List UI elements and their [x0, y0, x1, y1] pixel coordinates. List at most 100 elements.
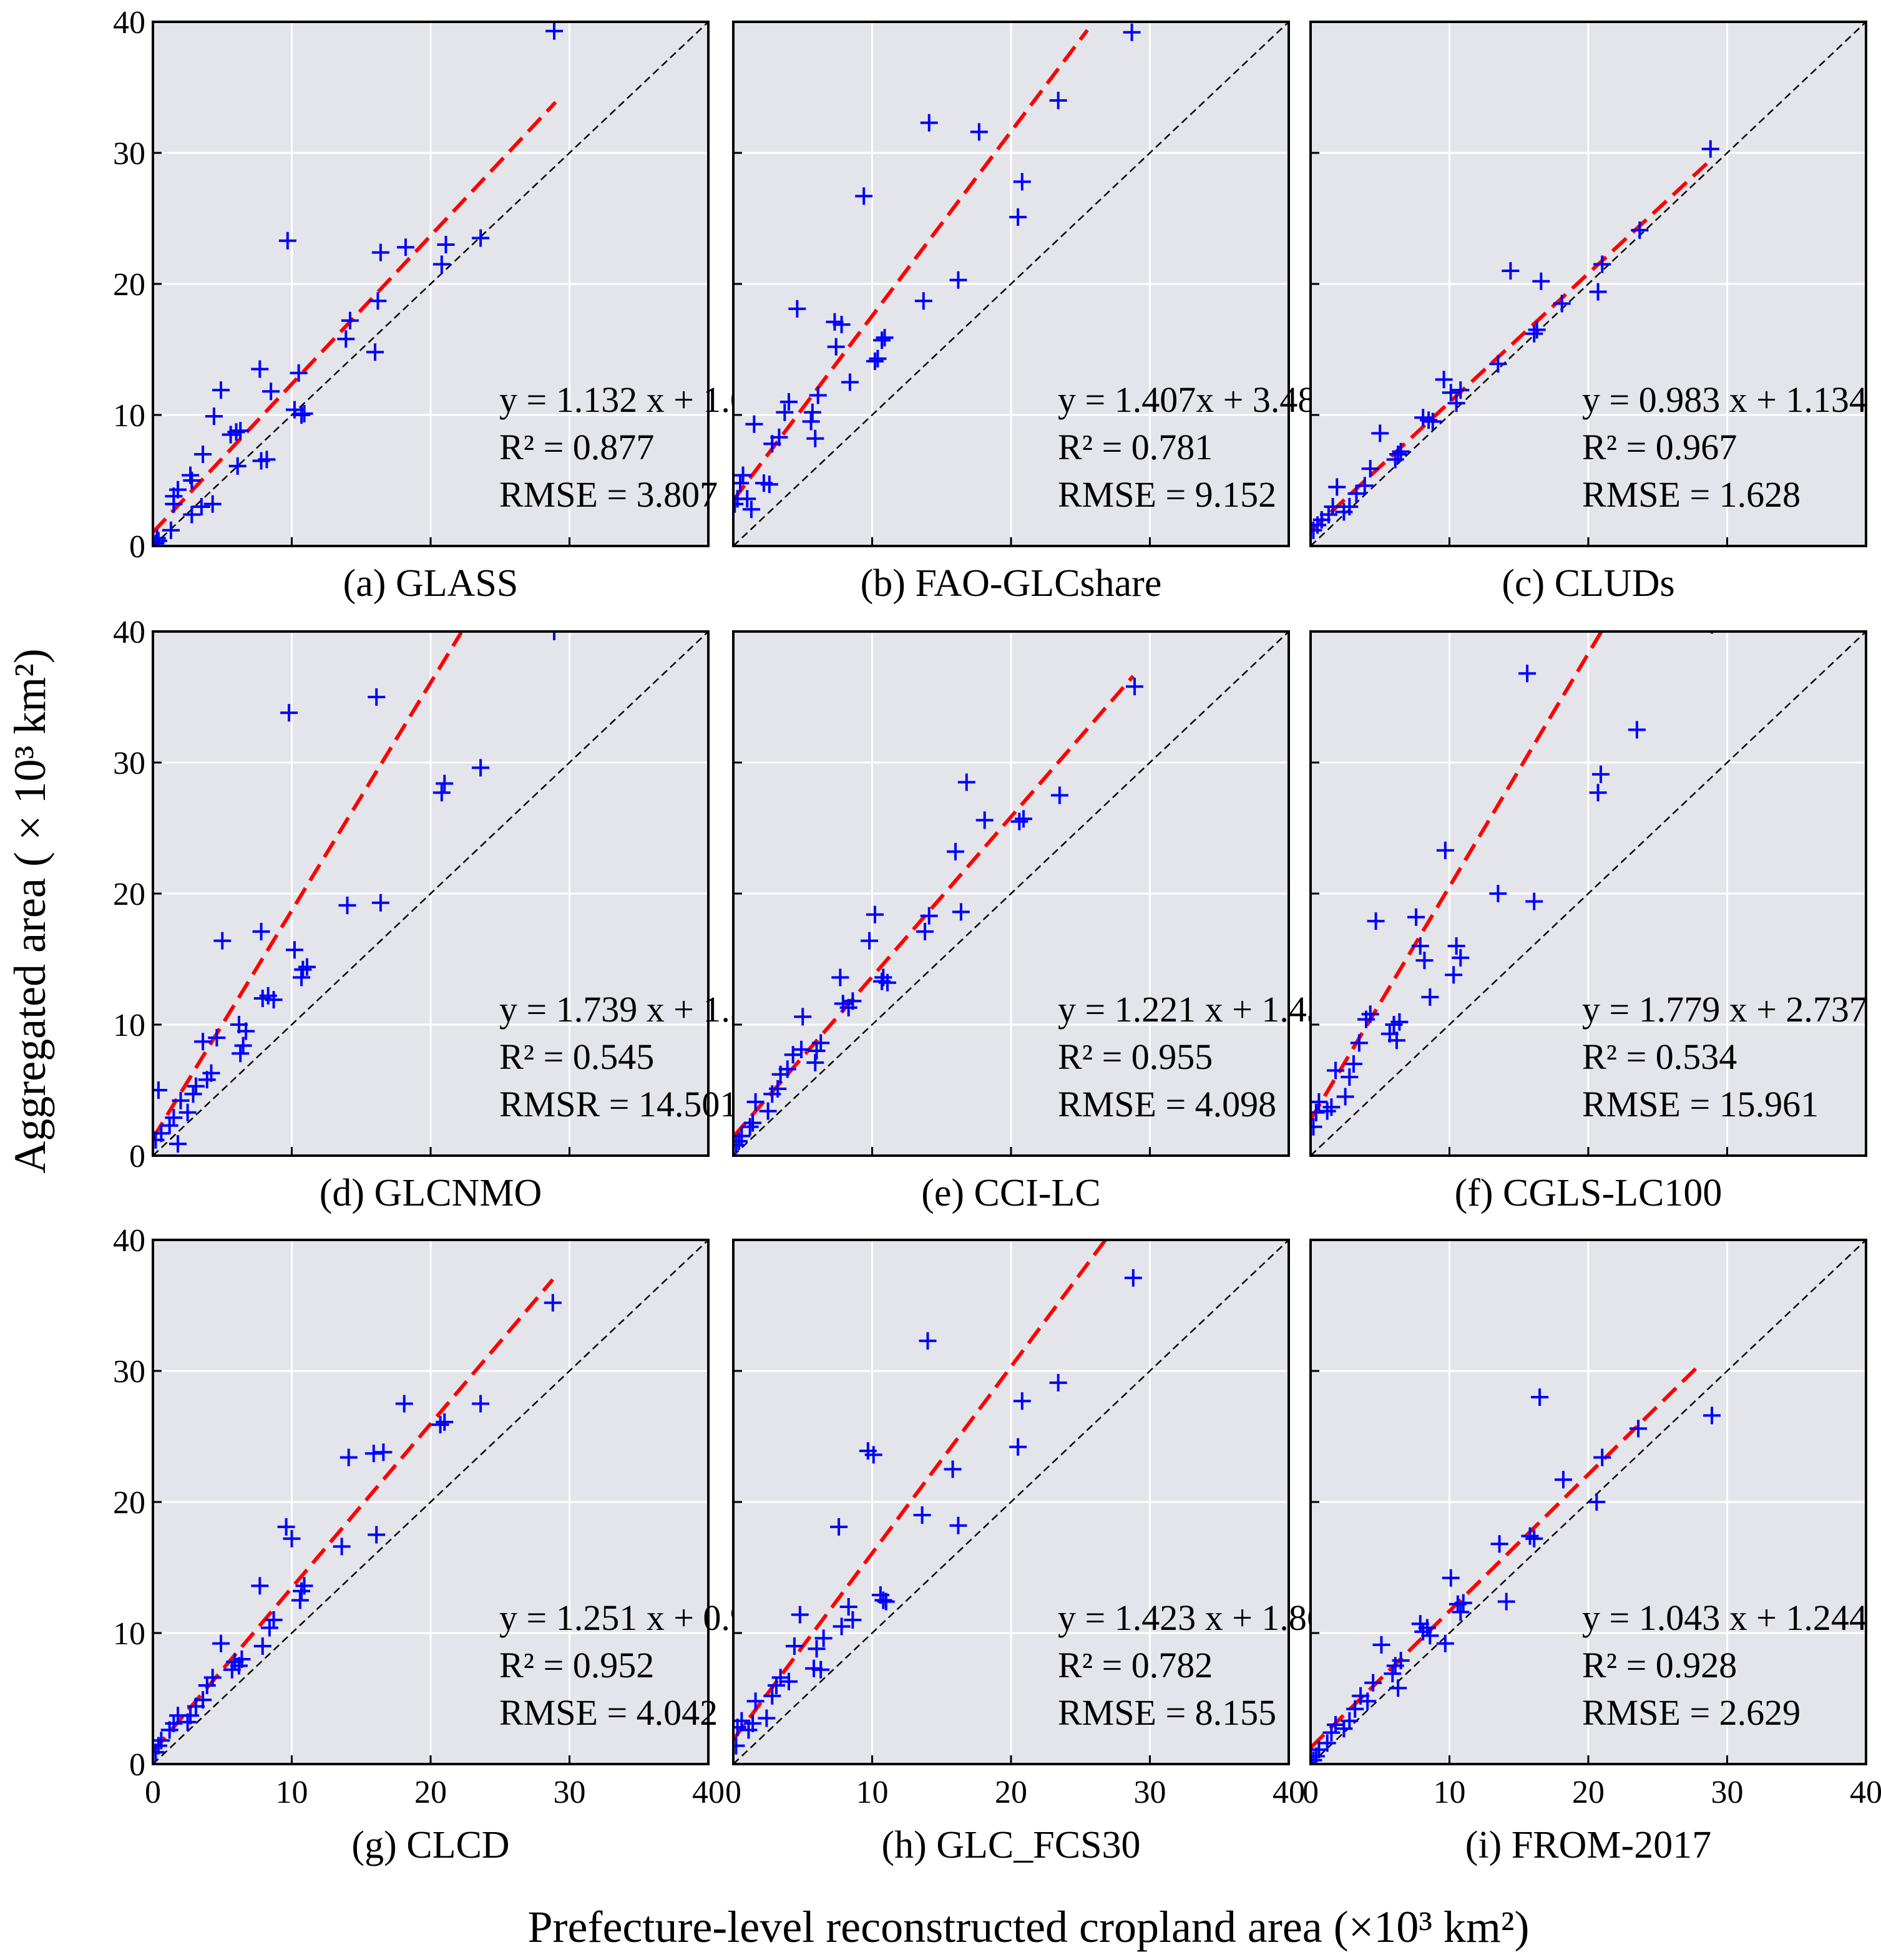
- data-point: [194, 446, 212, 463]
- data-point: [794, 1008, 812, 1026]
- data-point: [213, 932, 232, 950]
- panel-title: (d) GLCNMO: [320, 1172, 542, 1214]
- data-point: [839, 1598, 857, 1616]
- stats-annotation-line: RMSE = 4.042: [499, 1692, 718, 1733]
- data-point: [178, 1103, 197, 1121]
- data-point: [233, 1650, 251, 1668]
- data-point: [1589, 784, 1607, 802]
- data-point: [1361, 460, 1379, 478]
- data-point: [1350, 1034, 1368, 1052]
- data-point: [280, 704, 298, 722]
- data-point: [806, 429, 824, 447]
- x-tick-label: 10: [276, 1775, 308, 1810]
- data-point: [1371, 424, 1389, 442]
- x-tick-label: 30: [1711, 1775, 1744, 1810]
- data-point: [371, 243, 389, 261]
- data-point: [277, 1518, 295, 1536]
- data-point: [763, 1687, 781, 1705]
- data-point: [1518, 665, 1537, 683]
- data-point: [1311, 1093, 1328, 1111]
- y-tick-label: 20: [113, 267, 145, 303]
- data-point: [1703, 1407, 1721, 1425]
- data-point: [947, 842, 964, 861]
- panel-title: (f) CGLS-LC100: [1455, 1172, 1722, 1214]
- data-point: [806, 1053, 824, 1071]
- data-point: [1436, 841, 1454, 859]
- data-point: [203, 1669, 222, 1687]
- data-point: [436, 774, 454, 792]
- stats-annotation-line: RMSE = 4.098: [1058, 1084, 1276, 1124]
- x-tick-label: 10: [1434, 1775, 1466, 1810]
- y-axis-label: Aggregated area ( × 10³ km²): [5, 648, 55, 1173]
- data-point: [1497, 1592, 1515, 1611]
- stats-annotation-line: R² = 0.781: [1058, 427, 1213, 467]
- data-point: [203, 495, 222, 513]
- data-point: [913, 1506, 931, 1524]
- plot-area: [733, 631, 1289, 1156]
- data-point: [432, 255, 451, 273]
- data-point: [975, 811, 994, 829]
- fit-line: [153, 1278, 555, 1753]
- data-point: [1049, 92, 1067, 109]
- x-tick-label: 10: [856, 1775, 889, 1810]
- x-tick-label: 20: [995, 1775, 1027, 1810]
- data-point: [265, 991, 283, 1009]
- data-point: [436, 1413, 454, 1431]
- plot-area: [1311, 1240, 1866, 1764]
- data-point: [1367, 912, 1385, 930]
- data-point: [1442, 384, 1460, 402]
- data-point: [472, 229, 490, 247]
- data-point: [153, 1081, 167, 1099]
- data-point: [919, 1332, 937, 1350]
- data-point: [285, 941, 303, 959]
- data-point: [949, 1516, 967, 1534]
- data-point: [298, 958, 316, 976]
- data-point: [1592, 765, 1610, 783]
- data-point: [283, 1529, 301, 1548]
- y-tick-label: 10: [113, 398, 145, 434]
- y-tick-label: 30: [113, 746, 145, 781]
- data-point: [160, 1116, 178, 1134]
- one-to-one-line: [733, 22, 1289, 546]
- data-point: [1589, 283, 1607, 301]
- data-point: [368, 1526, 386, 1544]
- data-point: [1445, 966, 1463, 984]
- data-point: [1013, 173, 1031, 191]
- plot-area: [733, 1240, 1289, 1764]
- data-point: [341, 311, 359, 329]
- y-tick-label: 10: [113, 1616, 145, 1652]
- data-point: [827, 338, 845, 356]
- data-point: [545, 631, 564, 640]
- data-point: [234, 1036, 252, 1055]
- data-point: [841, 373, 859, 391]
- data-point: [1407, 908, 1425, 926]
- stats-annotation-line: RMSE = 15.961: [1582, 1084, 1819, 1124]
- data-point: [260, 1619, 278, 1637]
- data-point: [1421, 1627, 1439, 1645]
- data-point: [1628, 721, 1646, 739]
- data-point: [944, 1460, 962, 1478]
- stats-annotation-line: y = 1.221 x + 1.437: [1058, 989, 1343, 1030]
- data-point: [1124, 1269, 1142, 1287]
- data-point: [1341, 498, 1359, 515]
- y-tick-label: 40: [113, 615, 145, 650]
- data-point: [1452, 381, 1470, 399]
- data-point: [153, 529, 166, 546]
- panel-title: (g) CLCD: [351, 1824, 509, 1866]
- data-point: [1126, 678, 1144, 696]
- y-tick-label: 0: [129, 1747, 145, 1783]
- x-tick-label: 40: [692, 1775, 725, 1810]
- data-point: [295, 404, 313, 422]
- data-point: [1009, 208, 1027, 226]
- data-point: [1452, 948, 1470, 967]
- data-point: [153, 1124, 170, 1143]
- data-point: [1392, 1652, 1410, 1670]
- data-point: [293, 406, 311, 424]
- panel-3: y = 0.983 x + 1.134 R² = 0.967 RMSE = 1.62…: [1309, 21, 1867, 605]
- data-point: [1525, 1529, 1543, 1548]
- one-to-one-line: [1311, 631, 1866, 1156]
- data-point: [293, 968, 311, 987]
- data-point: [1629, 1420, 1648, 1438]
- data-point: [1553, 295, 1571, 313]
- fit-line: [733, 29, 1089, 502]
